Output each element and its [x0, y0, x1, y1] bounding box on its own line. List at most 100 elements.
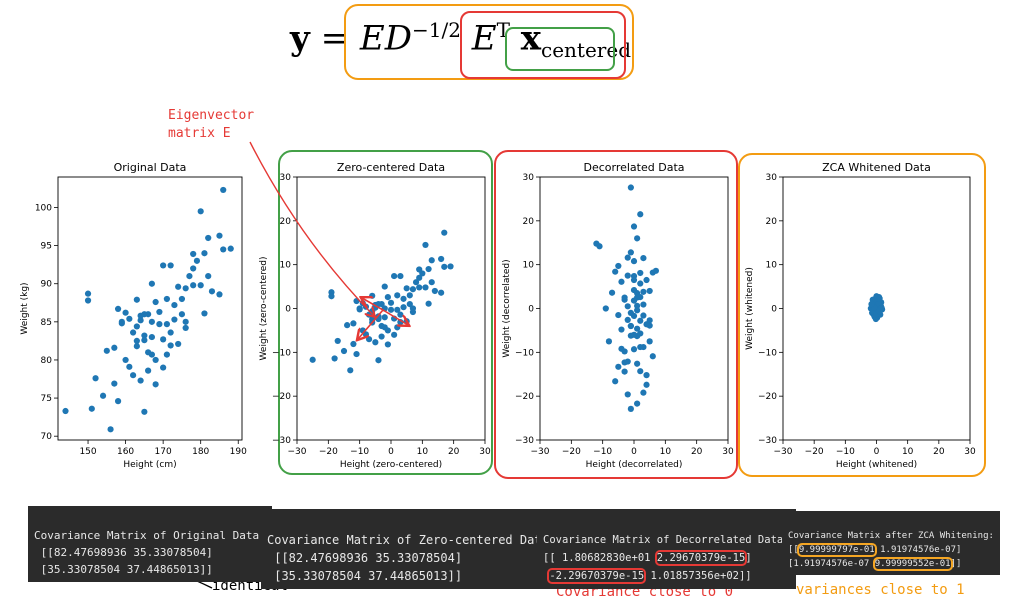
data-point	[111, 344, 118, 351]
data-point	[130, 372, 137, 379]
y-tick-label: −20	[272, 392, 291, 402]
data-point	[425, 300, 432, 307]
data-point	[130, 329, 137, 336]
data-point	[190, 282, 197, 289]
data-point	[182, 285, 189, 292]
data-point	[126, 315, 133, 322]
data-point	[84, 297, 92, 304]
y-tick-label: 90	[41, 280, 53, 290]
data-point	[649, 353, 656, 360]
y-tick-label: 10	[766, 261, 778, 271]
x-axis-label: Height (decorrelated)	[586, 460, 683, 470]
term-text: [[ 1.80682830e+01	[543, 552, 657, 564]
data-point	[331, 355, 338, 362]
data-point	[602, 305, 609, 312]
x-tick-label: 190	[230, 447, 247, 457]
data-point	[627, 249, 634, 256]
x-tick-label: −30	[774, 447, 793, 457]
data-point	[618, 345, 625, 352]
data-point	[190, 265, 197, 272]
y-tick-label: 30	[766, 173, 778, 183]
data-point	[634, 400, 641, 407]
data-point	[618, 278, 625, 285]
x-axis-label: Height (cm)	[123, 460, 176, 470]
data-point	[227, 245, 234, 252]
data-point	[350, 340, 357, 348]
data-point	[205, 273, 212, 280]
data-point	[220, 186, 227, 194]
data-point	[133, 337, 140, 344]
diagonal-highlight: 9.99999797e-01	[796, 543, 877, 557]
data-point	[384, 294, 391, 301]
data-point	[608, 289, 616, 296]
data-point	[868, 301, 875, 308]
data-point	[634, 325, 641, 332]
y-tick-label: 20	[766, 217, 778, 227]
data-point	[627, 405, 634, 412]
data-point	[152, 356, 159, 364]
data-point	[197, 282, 204, 289]
data-point	[621, 294, 628, 301]
data-point	[637, 280, 644, 287]
x-tick-label: −10	[350, 447, 369, 457]
y-axis-label: Weight (kg)	[20, 282, 30, 334]
data-point	[163, 351, 170, 358]
x-tick-label: 10	[902, 447, 914, 457]
data-point	[640, 389, 647, 396]
x-tick-label: 20	[691, 447, 703, 457]
data-point	[156, 308, 163, 316]
data-point	[387, 299, 395, 306]
data-point	[403, 285, 410, 292]
data-point	[621, 368, 628, 375]
plot-title: Decorrelated Data	[583, 161, 684, 174]
data-point	[431, 287, 438, 295]
x-axis-label: Height (whitened)	[836, 460, 917, 470]
plot-title: ZCA Whitened Data	[822, 161, 931, 174]
data-point	[347, 367, 354, 374]
data-point	[103, 347, 110, 354]
data-point	[114, 305, 122, 312]
x-tick-label: −30	[288, 447, 307, 457]
data-point	[624, 303, 631, 310]
x-tick-label: −20	[562, 447, 581, 457]
data-point	[353, 350, 360, 358]
x-tick-label: 0	[388, 447, 394, 457]
x-tick-label: −20	[319, 447, 338, 457]
data-point	[627, 184, 634, 191]
data-point	[612, 378, 619, 385]
term-line: Covariance Matrix of Zero-centered Data:	[267, 533, 556, 547]
data-point	[615, 363, 622, 370]
data-point	[137, 317, 144, 324]
y-tick-label: 80	[41, 356, 53, 366]
data-point	[627, 332, 634, 339]
data-point	[637, 317, 644, 324]
x-tick-label: 20	[448, 447, 460, 457]
y-tick-label: −30	[758, 436, 777, 446]
formula-d: D	[384, 18, 412, 59]
data-point	[141, 337, 148, 344]
original-covariance-output: Covariance Matrix of Original Data: [[82…	[28, 506, 272, 582]
y-tick-label: −10	[515, 348, 534, 358]
data-point	[630, 346, 638, 353]
data-point	[422, 241, 429, 249]
decorrelated-covariance-output: Covariance Matrix of Decorrelated Data:[…	[537, 509, 796, 589]
data-point	[441, 263, 448, 270]
data-point	[175, 283, 182, 290]
data-point	[99, 392, 107, 399]
term-line: [[82.47698936 35.33078504]	[34, 546, 213, 559]
data-point	[637, 211, 644, 218]
data-point	[416, 284, 423, 291]
data-point	[391, 272, 398, 280]
data-point	[171, 316, 178, 323]
y-tick-label: 0	[771, 305, 777, 315]
diagonal-highlight: 9.99999552e-01	[872, 557, 953, 571]
data-point	[596, 243, 603, 250]
y-tick-label: 30	[523, 173, 535, 183]
data-point	[637, 343, 644, 351]
x-tick-label: −20	[805, 447, 824, 457]
data-point	[156, 321, 163, 328]
data-point	[640, 312, 647, 319]
data-point	[605, 338, 613, 345]
data-point	[630, 258, 638, 265]
data-point	[630, 297, 638, 304]
